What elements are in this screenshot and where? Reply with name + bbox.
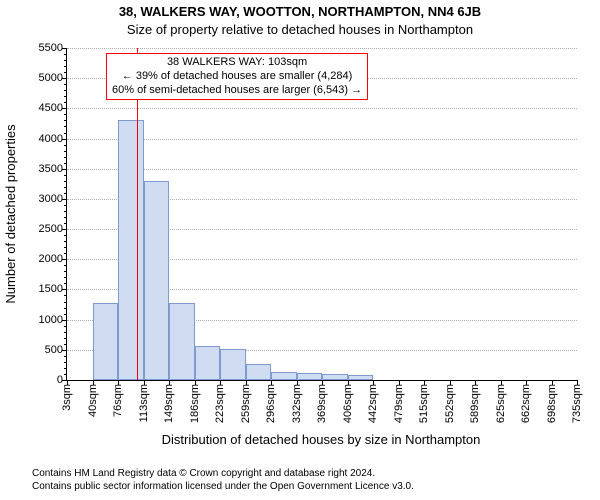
y-tick-label: 5500 [39, 42, 67, 54]
histogram-bar [246, 364, 272, 380]
y-minor-tick [64, 277, 67, 278]
histogram-bar [271, 372, 297, 380]
y-minor-tick [64, 163, 67, 164]
y-tick-label: 2500 [39, 223, 67, 235]
y-minor-tick [64, 187, 67, 188]
y-minor-tick [64, 338, 67, 339]
annotation-line: ← 39% of detached houses are smaller (4,… [112, 70, 362, 84]
y-tick-label: 4500 [39, 102, 67, 114]
histogram-bar [144, 181, 170, 380]
y-minor-tick [64, 247, 67, 248]
y-minor-tick [64, 265, 67, 266]
y-tick-label: 5000 [39, 72, 67, 84]
x-tick-label: 332sqm [291, 380, 303, 423]
x-tick-label: 40sqm [87, 380, 99, 417]
y-tick-label: 1000 [39, 314, 67, 326]
y-gridline [67, 169, 577, 170]
x-tick-label: 479sqm [393, 380, 405, 423]
y-minor-tick [64, 241, 67, 242]
y-minor-tick [64, 102, 67, 103]
y-axis-label: Number of detached properties [3, 124, 18, 303]
y-minor-tick [64, 126, 67, 127]
y-tick-label: 1500 [39, 283, 67, 295]
y-minor-tick [64, 145, 67, 146]
histogram-bar [118, 120, 144, 380]
x-tick-label: 406sqm [342, 380, 354, 423]
x-axis-label: Distribution of detached houses by size … [66, 432, 576, 447]
y-minor-tick [64, 368, 67, 369]
x-tick-label: 3sqm [61, 380, 73, 411]
x-tick-label: 296sqm [265, 380, 277, 423]
y-gridline [67, 139, 577, 140]
y-tick-label: 2000 [39, 253, 67, 265]
y-minor-tick [64, 295, 67, 296]
y-minor-tick [64, 175, 67, 176]
y-minor-tick [64, 114, 67, 115]
x-tick-label: 515sqm [418, 380, 430, 423]
y-tick-label: 4000 [39, 133, 67, 145]
y-minor-tick [64, 54, 67, 55]
x-tick-label: 223sqm [214, 380, 226, 423]
x-tick-label: 76sqm [112, 380, 124, 417]
y-minor-tick [64, 90, 67, 91]
annotation-line: 60% of semi-detached houses are larger (… [112, 84, 362, 98]
x-tick-label: 186sqm [189, 380, 201, 423]
y-minor-tick [64, 96, 67, 97]
y-minor-tick [64, 253, 67, 254]
y-minor-tick [64, 344, 67, 345]
y-minor-tick [64, 223, 67, 224]
y-tick-label: 500 [45, 344, 67, 356]
histogram-bar [93, 303, 119, 380]
y-minor-tick [64, 205, 67, 206]
y-minor-tick [64, 193, 67, 194]
x-tick-label: 113sqm [138, 380, 150, 422]
y-minor-tick [64, 235, 67, 236]
y-minor-tick [64, 84, 67, 85]
y-minor-tick [64, 157, 67, 158]
y-minor-tick [64, 283, 67, 284]
y-gridline [67, 48, 577, 49]
chart-title-line1: 38, WALKERS WAY, WOOTTON, NORTHAMPTON, N… [0, 4, 600, 19]
chart-title-line2: Size of property relative to detached ho… [0, 22, 600, 37]
y-tick-label: 3500 [39, 163, 67, 175]
y-minor-tick [64, 217, 67, 218]
histogram-bar [169, 303, 195, 380]
x-tick-label: 625sqm [495, 380, 507, 423]
y-minor-tick [64, 374, 67, 375]
y-minor-tick [64, 314, 67, 315]
y-minor-tick [64, 72, 67, 73]
histogram-bar [195, 346, 221, 380]
y-minor-tick [64, 181, 67, 182]
y-minor-tick [64, 326, 67, 327]
y-minor-tick [64, 308, 67, 309]
y-minor-tick [64, 332, 67, 333]
y-minor-tick [64, 120, 67, 121]
y-minor-tick [64, 60, 67, 61]
y-minor-tick [64, 66, 67, 67]
x-tick-label: 735sqm [571, 380, 583, 423]
y-minor-tick [64, 362, 67, 363]
y-gridline [67, 108, 577, 109]
x-tick-label: 589sqm [469, 380, 481, 423]
x-tick-label: 552sqm [444, 380, 456, 423]
y-minor-tick [64, 211, 67, 212]
histogram-bar [297, 373, 323, 380]
footer-line: Contains HM Land Registry data © Crown c… [32, 468, 375, 479]
y-minor-tick [64, 151, 67, 152]
x-tick-label: 662sqm [520, 380, 532, 423]
annotation-box: 38 WALKERS WAY: 103sqm← 39% of detached … [106, 53, 368, 100]
x-tick-label: 149sqm [163, 380, 175, 423]
y-minor-tick [64, 302, 67, 303]
y-minor-tick [64, 133, 67, 134]
histogram-bar [220, 349, 246, 380]
annotation-line: 38 WALKERS WAY: 103sqm [112, 56, 362, 70]
x-tick-label: 442sqm [367, 380, 379, 423]
y-tick-label: 3000 [39, 193, 67, 205]
x-tick-label: 259sqm [240, 380, 252, 423]
x-tick-label: 369sqm [316, 380, 328, 423]
y-minor-tick [64, 271, 67, 272]
footer-line: Contains public sector information licen… [32, 481, 414, 492]
x-tick-label: 698sqm [546, 380, 558, 423]
y-minor-tick [64, 356, 67, 357]
